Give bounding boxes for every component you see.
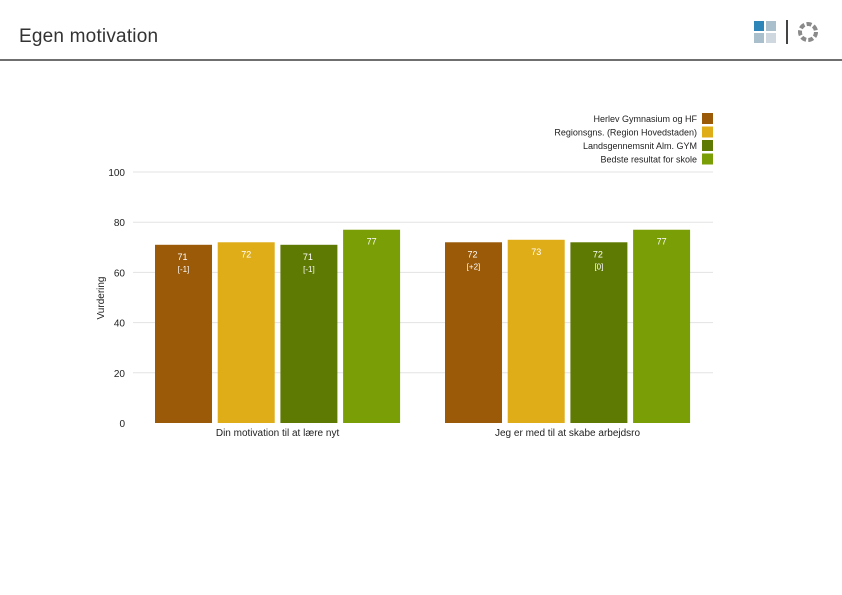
legend-swatch	[702, 153, 713, 165]
y-tick-label: 60	[114, 268, 126, 279]
legend-swatch	[702, 126, 713, 138]
bar-value-label: 77	[367, 237, 377, 247]
bar-value-label: 77	[657, 237, 667, 247]
legend-label: Bedste resultat for skole	[600, 155, 697, 165]
bar-value-label: 71	[177, 252, 187, 262]
legend-label: Regionsgns. (Region Hovedstaden)	[554, 128, 697, 138]
page-title: Egen motivation	[19, 26, 159, 47]
bar-diff-label: [0]	[594, 262, 603, 271]
y-tick-label: 100	[108, 168, 125, 179]
header-divider	[0, 59, 842, 61]
y-tick-label: 80	[114, 218, 126, 229]
y-tick-label: 40	[114, 319, 126, 330]
bar	[507, 239, 565, 423]
y-tick-label: 0	[119, 419, 125, 430]
bar-value-label: 72	[467, 249, 477, 259]
legend-swatch	[702, 140, 713, 151]
bar-diff-label: [+2]	[467, 262, 481, 271]
bar	[280, 244, 338, 423]
x-category-label: Jeg er med til at skabe arbejdsro	[495, 428, 641, 439]
y-axis-title: Vurdering	[96, 277, 107, 320]
page-header: Egen motivation	[0, 0, 842, 61]
bar	[445, 242, 502, 423]
legend-swatch	[702, 113, 713, 124]
bar-value-label: 73	[531, 247, 541, 257]
bar-diff-label: [-1]	[303, 265, 315, 274]
bar	[155, 244, 212, 423]
bar	[570, 242, 628, 423]
bar-diff-label: [-1]	[178, 265, 190, 274]
legend-label: Landsgennemsnit Alm. GYM	[583, 141, 697, 151]
y-tick-label: 20	[114, 369, 126, 380]
bar	[217, 242, 275, 423]
bar	[633, 229, 691, 423]
bar-value-label: 72	[241, 249, 251, 259]
legend-label: Herlev Gymnasium og HF	[593, 114, 697, 124]
x-category-label: Din motivation til at lære nyt	[216, 428, 340, 439]
bar-value-label: 72	[593, 249, 603, 259]
bar	[343, 229, 401, 423]
bar-value-label: 71	[303, 252, 313, 262]
municipality-logo-icon	[754, 20, 818, 44]
